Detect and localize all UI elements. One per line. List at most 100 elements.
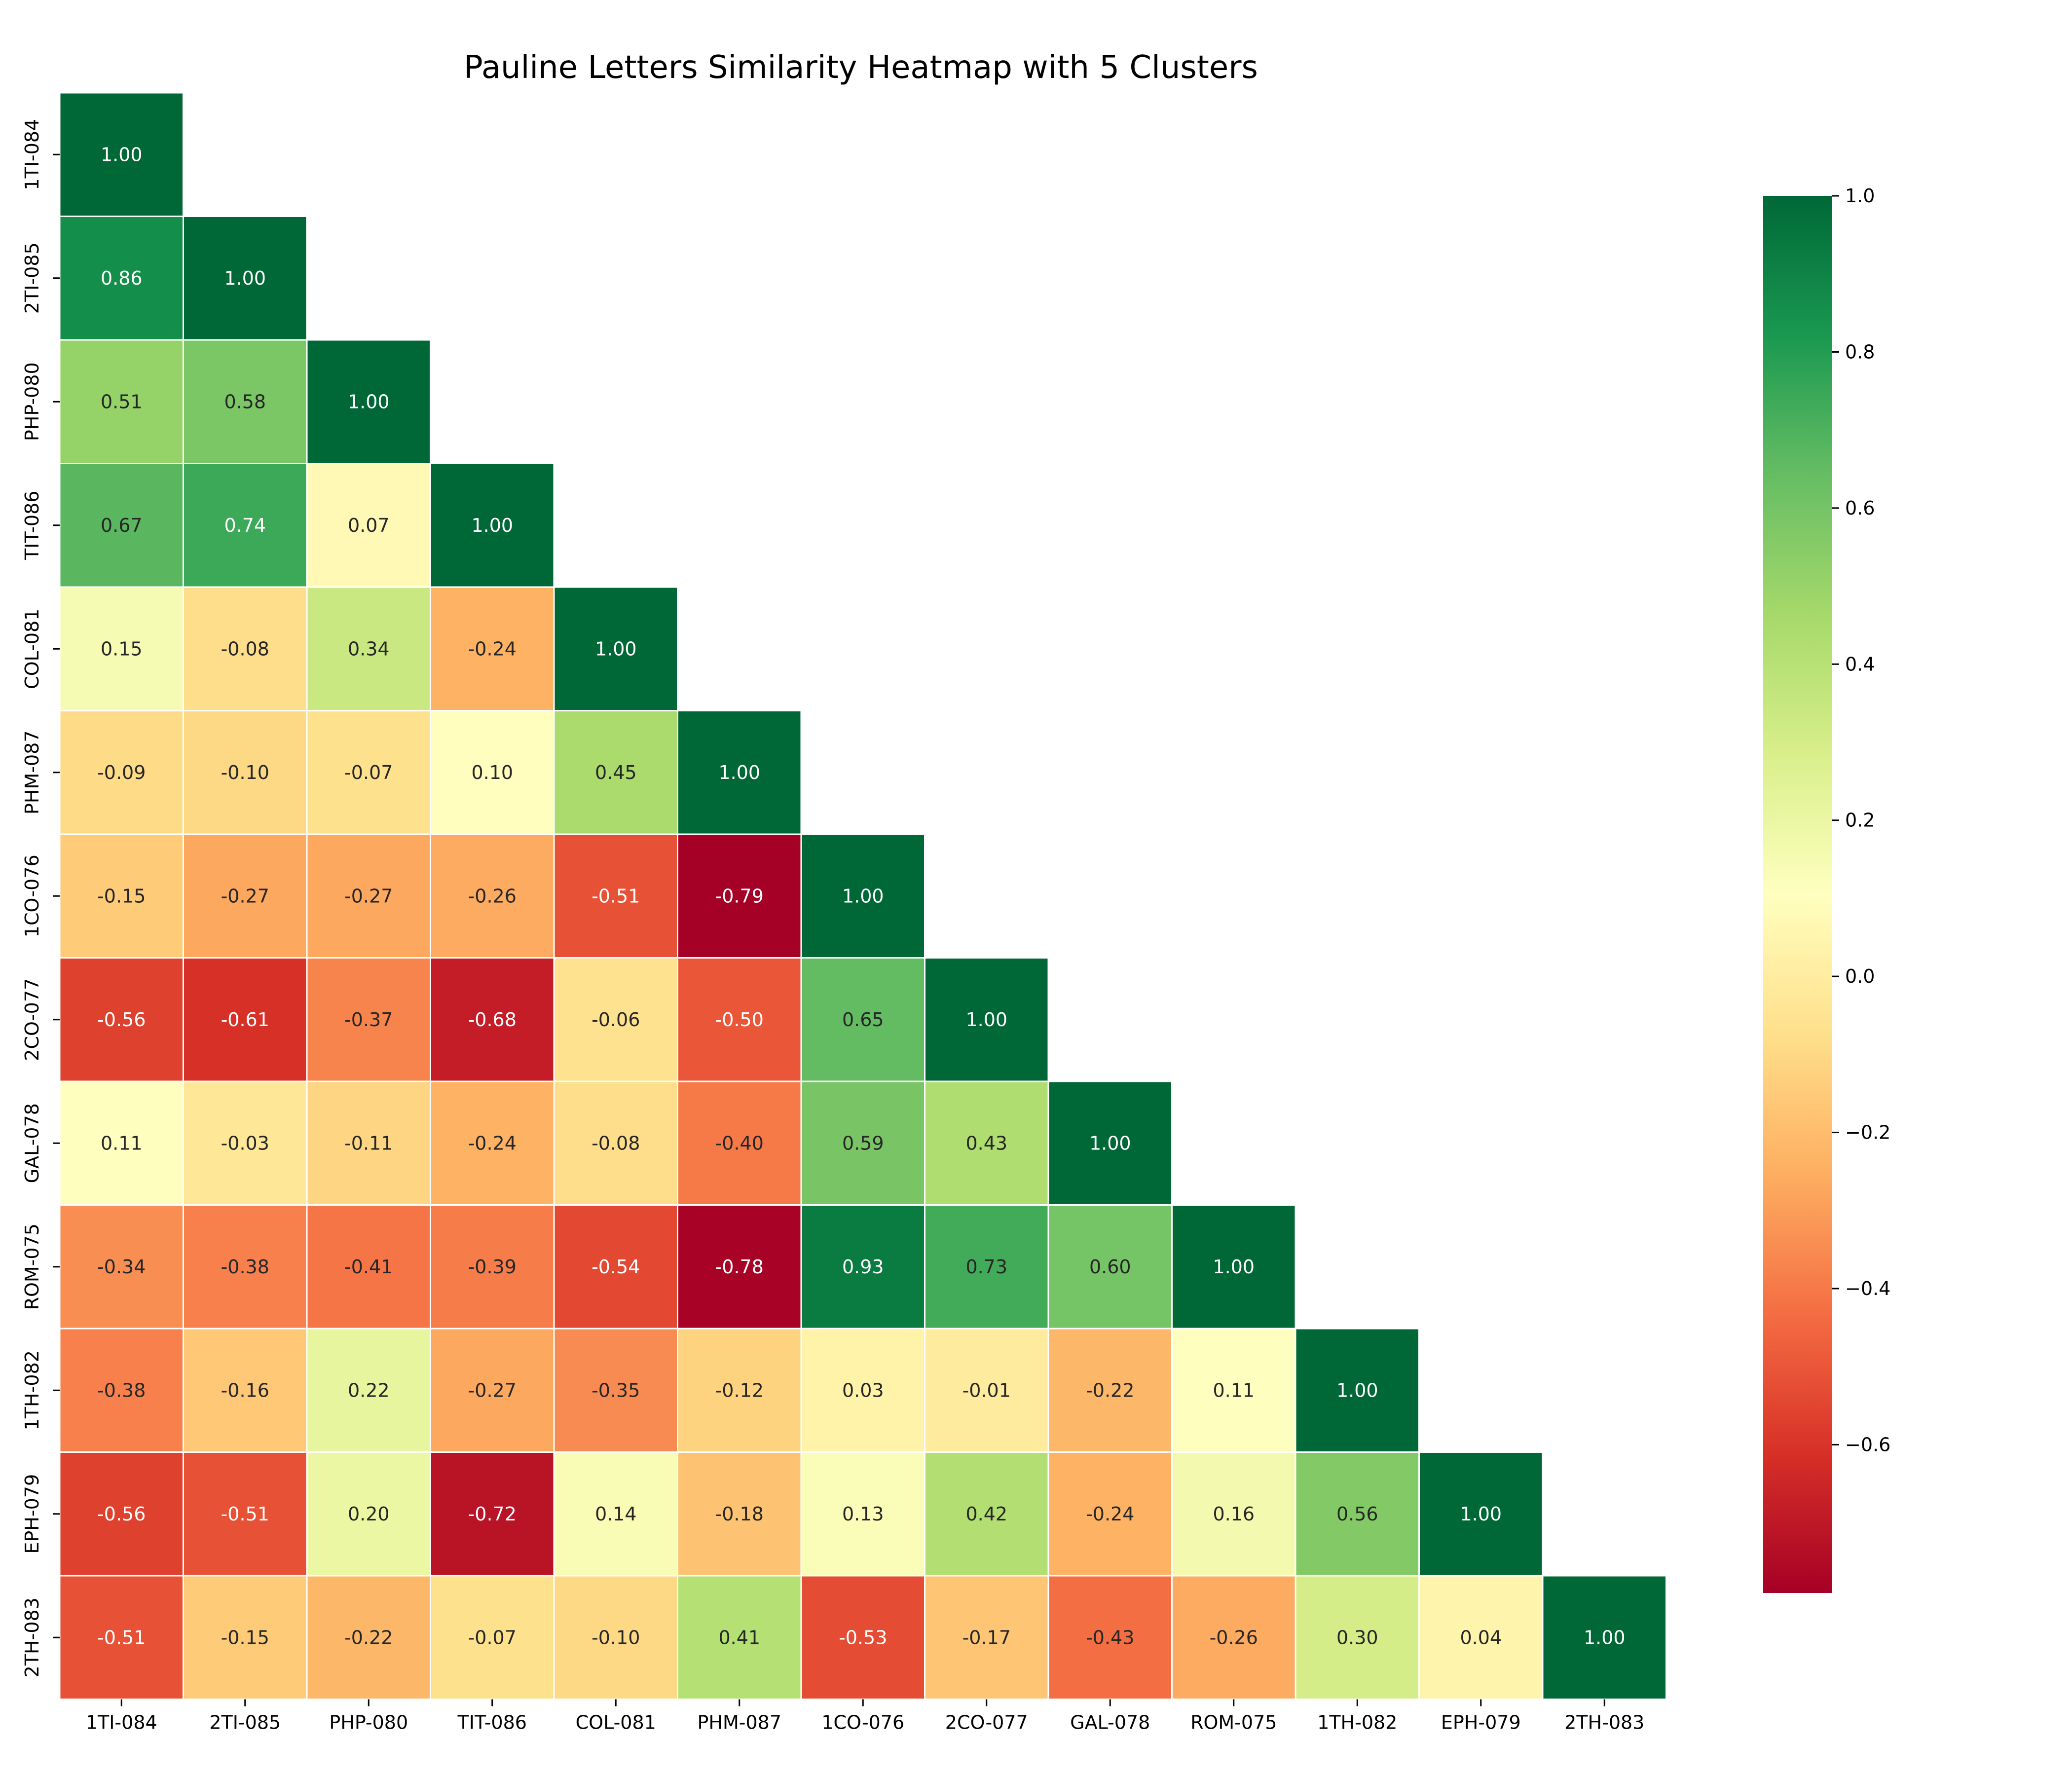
cell-value-label: 1.00 xyxy=(101,144,143,165)
heatmap-cell xyxy=(59,92,184,217)
cell-value-label: -0.15 xyxy=(221,1627,269,1648)
heatmap-cell xyxy=(306,463,431,588)
x-tick-label: ROM-075 xyxy=(1190,1712,1277,1734)
heatmap-cell xyxy=(183,1328,308,1453)
heatmap-cell xyxy=(59,710,184,835)
cell-value-label: 0.11 xyxy=(1213,1379,1255,1401)
cell-value-label: -0.50 xyxy=(715,1009,764,1031)
colorbar-ticks: 1.0 0.8 0.6 0.4 0.2 0.0 −0.2 −0.4 −0.6 xyxy=(1832,185,1890,1455)
cell-value-label: -0.43 xyxy=(1086,1627,1134,1648)
cell-value-label: -0.15 xyxy=(97,885,146,907)
heatmap-cell xyxy=(306,1575,431,1700)
cell-value-label: 0.15 xyxy=(101,638,143,660)
cell-value-label: -0.24 xyxy=(468,638,517,660)
heatmap-cell xyxy=(183,586,308,711)
heatmap-cell xyxy=(677,1080,802,1206)
colorbar-tick-label: 0.6 xyxy=(1845,497,1875,519)
cell-value-label: -0.54 xyxy=(592,1256,640,1278)
heatmap-cell xyxy=(59,1575,184,1700)
cell-value-label: -0.10 xyxy=(221,762,269,783)
heatmap-cell xyxy=(430,586,555,711)
cell-value-label: 1.00 xyxy=(718,762,760,783)
y-tick-label: PHP-080 xyxy=(21,362,43,441)
heatmap-cell xyxy=(1047,1575,1173,1700)
x-tick-label: GAL-078 xyxy=(1070,1712,1150,1734)
cell-value-label: 0.41 xyxy=(718,1627,760,1648)
heatmap-cell xyxy=(430,463,555,588)
heatmap-cell xyxy=(183,957,308,1082)
cell-value-label: 0.20 xyxy=(348,1503,390,1525)
heatmap-cell xyxy=(306,1204,431,1330)
heatmap-cell xyxy=(677,710,802,835)
cell-value-label: -0.27 xyxy=(221,885,269,907)
cell-value-label: -0.72 xyxy=(468,1503,517,1525)
cell-value-label: -0.35 xyxy=(592,1379,640,1401)
cell-value-label: -0.01 xyxy=(962,1379,1011,1401)
heatmap-cell xyxy=(1295,1328,1420,1453)
x-tick-label: COL-081 xyxy=(576,1712,656,1734)
cell-value-label: -0.24 xyxy=(1086,1503,1134,1525)
heatmap-cell xyxy=(430,1575,555,1700)
cell-value-label: 0.51 xyxy=(101,391,143,412)
cell-value-label: -0.17 xyxy=(962,1627,1011,1648)
heatmap-cell xyxy=(306,586,431,711)
cell-value-label: -0.22 xyxy=(1086,1379,1134,1401)
heatmap-cell xyxy=(924,957,1049,1082)
x-tick-label: 2TI-085 xyxy=(209,1712,281,1734)
x-tick-label: TIT-086 xyxy=(457,1712,527,1734)
cell-value-label: -0.22 xyxy=(344,1627,393,1648)
cell-value-label: -0.18 xyxy=(715,1503,764,1525)
heatmap-cell xyxy=(553,710,678,835)
cell-value-label: -0.38 xyxy=(97,1379,146,1401)
heatmap-cell xyxy=(59,1204,184,1330)
cell-value-label: -0.53 xyxy=(839,1627,887,1648)
heatmap-cell xyxy=(306,1451,431,1577)
cell-value-label: -0.08 xyxy=(592,1132,640,1154)
cell-value-label: -0.51 xyxy=(592,885,640,907)
cell-value-label: -0.34 xyxy=(97,1256,146,1278)
heatmap-cell xyxy=(306,833,431,959)
heatmap-cell xyxy=(924,1451,1049,1577)
colorbar-tick-label: −0.2 xyxy=(1845,1122,1890,1144)
y-tick-label: PHM-087 xyxy=(21,730,43,814)
heatmap-cell xyxy=(677,833,802,959)
cell-value-label: -0.06 xyxy=(592,1009,640,1031)
cell-value-label: -0.03 xyxy=(221,1132,269,1154)
y-axis: 1TI-084 2TI-085 PHP-080 TIT-086 COL-081 PHM-0… xyxy=(21,119,60,1677)
heatmap-cell xyxy=(1047,1080,1173,1206)
x-tick-label: 2TH-083 xyxy=(1564,1712,1644,1734)
heatmap-cell xyxy=(1542,1575,1667,1700)
heatmap-cell xyxy=(800,1451,925,1577)
cell-value-label: 0.13 xyxy=(842,1503,884,1525)
cell-value-label: 0.60 xyxy=(1089,1256,1131,1278)
cell-value-label: 0.11 xyxy=(101,1132,143,1154)
cell-value-label: -0.40 xyxy=(715,1132,764,1154)
heatmap-cell xyxy=(59,833,184,959)
cell-value-label: -0.61 xyxy=(221,1009,269,1031)
y-tick-label: TIT-086 xyxy=(21,491,43,560)
cell-value-label: 0.74 xyxy=(224,515,266,536)
cell-value-label: 0.45 xyxy=(595,762,637,783)
cell-value-label: -0.38 xyxy=(221,1256,269,1278)
cell-value-label: 0.10 xyxy=(471,762,513,783)
heatmap-cell xyxy=(553,1204,678,1330)
heatmap-cell xyxy=(1418,1575,1544,1700)
cell-value-label: -0.78 xyxy=(715,1256,764,1278)
heatmap-cell xyxy=(59,1328,184,1453)
colorbar-tick-label: −0.4 xyxy=(1845,1278,1890,1299)
heatmap-cell xyxy=(183,710,308,835)
heatmap-cell xyxy=(183,463,308,588)
heatmap-cell xyxy=(59,957,184,1082)
cell-value-label: -0.26 xyxy=(468,885,517,907)
heatmap-cell xyxy=(677,1575,802,1700)
heatmap-cell xyxy=(800,1328,925,1453)
y-tick-label: ROM-075 xyxy=(21,1223,43,1310)
colorbar-gradient xyxy=(1763,196,1832,1593)
cell-value-label: -0.37 xyxy=(344,1009,393,1031)
heatmap-cell xyxy=(677,957,802,1082)
heatmap-cell xyxy=(306,339,431,464)
y-tick-label: EPH-079 xyxy=(21,1474,43,1554)
cell-value-label: 0.03 xyxy=(842,1379,884,1401)
cell-value-label: -0.16 xyxy=(221,1379,269,1401)
